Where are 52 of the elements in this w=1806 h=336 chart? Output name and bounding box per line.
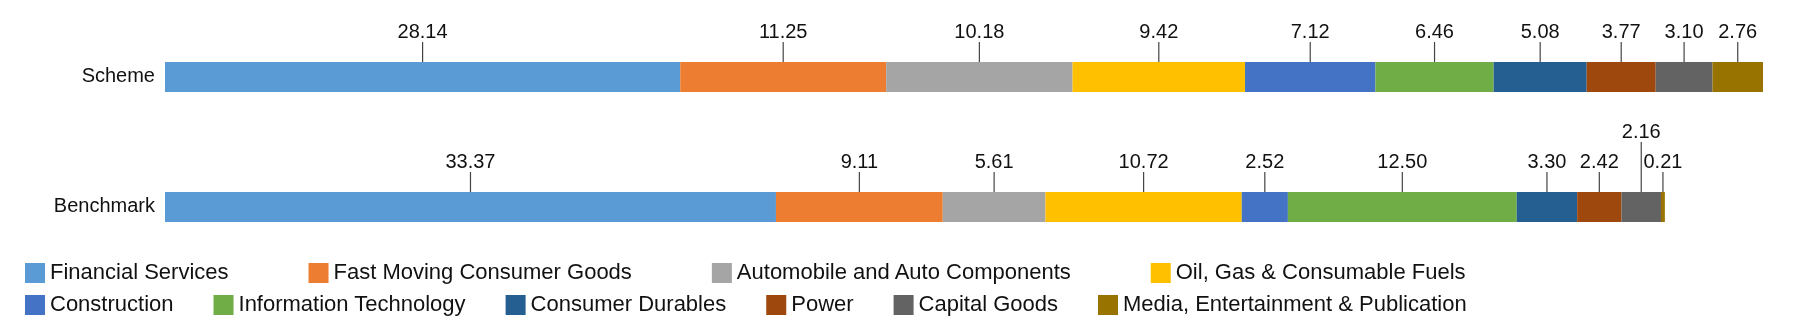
data-label: 2.76 [1718, 20, 1758, 42]
data-label: 12.50 [1377, 150, 1428, 172]
data-label: 33.37 [445, 150, 496, 172]
bar [1661, 192, 1665, 222]
bar [942, 192, 1046, 222]
data-label: 5.61 [974, 150, 1014, 172]
legend-label: Capital Goods [918, 290, 1059, 316]
bar [680, 62, 887, 92]
legend-label: Information Technology [238, 290, 466, 316]
bar [165, 192, 776, 222]
bar [1375, 62, 1494, 92]
data-label: 3.10 [1664, 20, 1704, 42]
bar [1287, 192, 1517, 222]
bar [1045, 192, 1242, 222]
data-label: 3.30 [1527, 150, 1567, 172]
bar [1586, 62, 1656, 92]
bar [1493, 62, 1587, 92]
data-label: 28.14 [397, 20, 448, 42]
data-label: 10.18 [954, 20, 1005, 42]
y-tick-label: Scheme [81, 64, 155, 87]
data-label: 11.25 [758, 20, 808, 42]
data-label: 2.52 [1245, 150, 1285, 172]
data-label: 0.21 [1643, 150, 1683, 172]
data-label: 10.72 [1118, 150, 1169, 172]
bar [886, 62, 1073, 92]
data-label: 2.42 [1579, 150, 1619, 172]
legend-label: Oil, Gas & Consumable Fuels [1175, 258, 1466, 284]
bar [1577, 192, 1622, 222]
bar [1072, 62, 1246, 92]
bar [1712, 62, 1763, 92]
bar [1516, 192, 1578, 222]
legend-label: Power [791, 290, 854, 316]
bar [165, 62, 681, 92]
data-label: 9.42 [1139, 20, 1179, 42]
legend-label: Automobile and Auto Components [736, 258, 1071, 284]
legend-label: Fast Moving Consumer Goods [333, 258, 632, 284]
bar [1655, 62, 1713, 92]
bar [1241, 192, 1288, 222]
data-label: 2.16 [1621, 120, 1661, 142]
data-label: 6.46 [1415, 20, 1455, 42]
data-label: 7.12 [1290, 20, 1330, 42]
legend-label: Media, Entertainment & Publication [1123, 290, 1467, 316]
bar [775, 192, 943, 222]
data-label: 3.77 [1601, 20, 1641, 42]
bar [1245, 62, 1376, 92]
bar [1621, 192, 1662, 222]
legend-label: Financial Services [50, 258, 229, 284]
legend-label: Construction [50, 290, 174, 316]
legend-label: Consumer Durables [530, 290, 727, 316]
data-label: 9.11 [840, 150, 879, 172]
y-tick-label: Benchmark [53, 194, 156, 217]
data-label: 5.08 [1520, 20, 1560, 42]
